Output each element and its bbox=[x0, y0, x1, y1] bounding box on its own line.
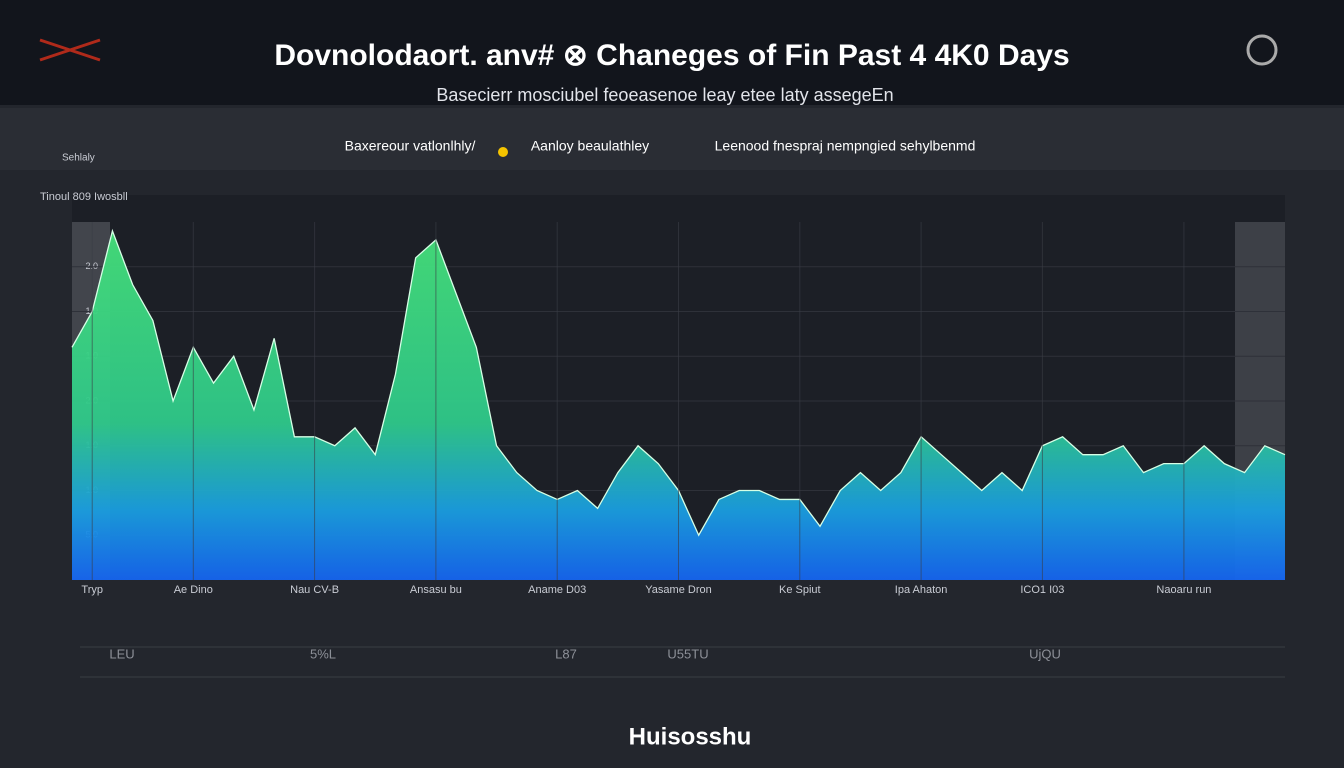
legend-dot bbox=[498, 147, 508, 157]
x-tick-label: Ae Dino bbox=[174, 584, 213, 596]
chart-subtitle: Basecierr mosciubel feoeasenoe leay etee… bbox=[436, 85, 893, 105]
bottom-label: U55TU bbox=[667, 646, 708, 661]
y-axis-label: Tinoul 809 Iwosbll bbox=[40, 191, 128, 203]
bottom-label: LEU bbox=[109, 646, 134, 661]
x-tick-label: Yasame Dron bbox=[645, 584, 711, 596]
corner-label: Sehlaly bbox=[62, 153, 95, 164]
footer-brand: Huisosshu bbox=[629, 723, 752, 750]
x-tick-label: Ansasu bu bbox=[410, 584, 462, 596]
x-tick-label: ICO1 I03 bbox=[1020, 584, 1064, 596]
x-tick-label: Ke Spiut bbox=[779, 584, 821, 596]
x-tick-label: Naoaru run bbox=[1156, 584, 1211, 596]
legend-label: Baxereour vatlonlhly/ bbox=[345, 138, 476, 154]
chart-title: Dovnolodaort. anv# ⊗ Chaneges of Fin Pas… bbox=[274, 39, 1069, 72]
bottom-label: UjQU bbox=[1029, 646, 1061, 661]
bottom-label: L87 bbox=[555, 646, 577, 661]
profile-icon bbox=[1246, 34, 1278, 66]
area bbox=[72, 230, 1285, 580]
header bbox=[0, 0, 1344, 105]
legend-bar bbox=[0, 108, 1344, 170]
x-tick-label: Nau CV-B bbox=[290, 584, 339, 596]
bottom-label: 5%L bbox=[310, 646, 336, 661]
legend-label: Aanloy beaulathley bbox=[531, 138, 649, 154]
legend-label: Leenood fnespraj nempngied sehylbenmd bbox=[715, 138, 976, 154]
x-tick-label: Ipa Ahaton bbox=[895, 584, 948, 596]
x-tick-label: Aname D03 bbox=[528, 584, 586, 596]
logo bbox=[39, 38, 101, 62]
x-tick-label: Tryp bbox=[81, 584, 103, 596]
